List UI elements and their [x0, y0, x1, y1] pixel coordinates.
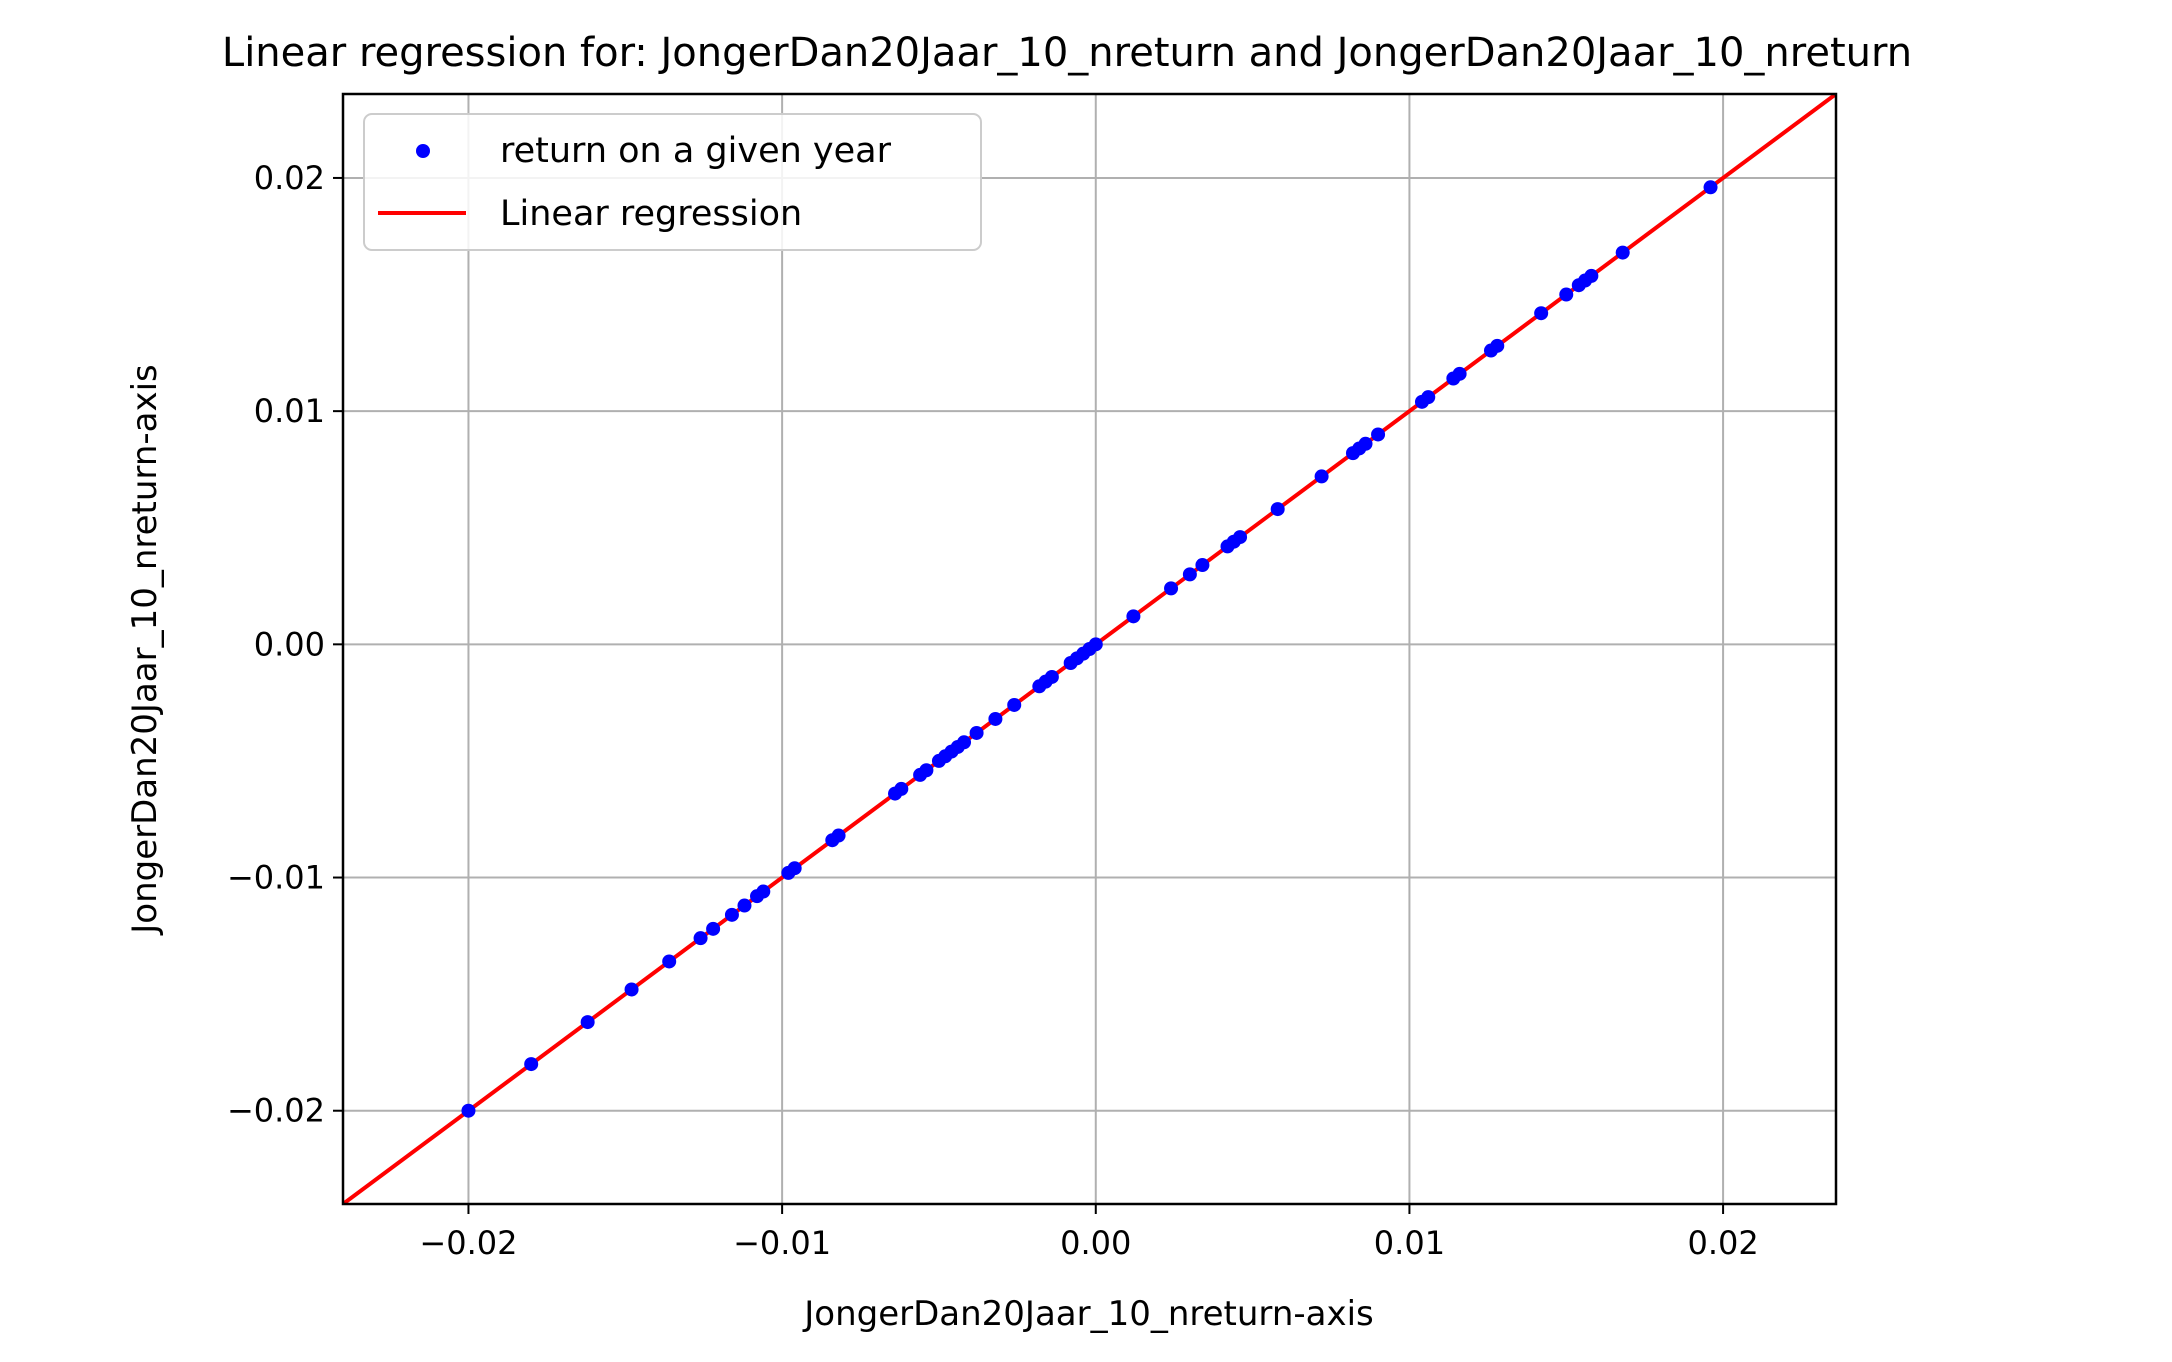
scatter-point: [1358, 436, 1373, 451]
x-tick-label: −0.01: [733, 1224, 831, 1262]
scatter-point: [1584, 268, 1599, 283]
scatter-point: [1371, 427, 1386, 442]
scatter-point: [1270, 502, 1285, 517]
x-axis-ticks: −0.02 −0.01 0.00 0.01 0.02: [419, 1204, 1759, 1262]
scatter-point: [580, 1015, 595, 1030]
y-tick-label: 0.02: [254, 159, 325, 197]
scatter-point: [706, 921, 721, 936]
x-tick-label: 0.00: [1060, 1224, 1131, 1262]
scatter-point: [787, 861, 802, 876]
scatter-point: [988, 711, 1003, 726]
scatter-point: [1044, 669, 1059, 684]
scatter-point: [1126, 609, 1141, 624]
scatter-point: [1452, 366, 1467, 381]
scatter-point: [1088, 637, 1103, 652]
scatter-point: [1195, 558, 1210, 573]
scatter-point: [693, 931, 708, 946]
scatter-point: [624, 982, 639, 997]
scatter-point: [461, 1103, 476, 1118]
plot-frame: [341, 92, 1838, 1206]
scatter-point: [1182, 567, 1197, 582]
y-tick-label: −0.02: [227, 1092, 325, 1130]
scatter-point: [1164, 581, 1179, 596]
scatter-point: [1703, 180, 1718, 195]
legend: return on a given year Linear regression: [363, 113, 982, 251]
legend-label-regression: Linear regression: [500, 194, 802, 234]
scatter-point: [1421, 390, 1436, 405]
scatter-point: [662, 954, 677, 969]
scatter-point: [1233, 530, 1248, 545]
y-tick-label: 0.01: [254, 392, 325, 430]
chart-title: Linear regression for: JongerDan20Jaar_1…: [222, 30, 1912, 76]
scatter-point: [1314, 469, 1329, 484]
y-tick-label: −0.01: [227, 859, 325, 897]
x-tick-label: 0.02: [1687, 1224, 1758, 1262]
plot-marks: [343, 94, 1836, 1204]
x-axis-label: JongerDan20Jaar_10_nreturn-axis: [802, 1294, 1374, 1334]
y-axis-label: JongerDan20Jaar_10_nreturn-axis: [125, 364, 165, 936]
scatter-point: [1615, 245, 1630, 260]
scatter-point: [1559, 287, 1574, 302]
scatter-points: [461, 180, 1718, 1118]
scatter-point: [831, 828, 846, 843]
x-tick-label: −0.02: [419, 1224, 517, 1262]
scatter-point: [957, 735, 972, 750]
scatter-point: [919, 763, 934, 778]
y-tick-label: 0.00: [254, 625, 325, 663]
scatter-point: [1534, 306, 1549, 321]
scatter-point: [756, 884, 771, 899]
scatter-point: [724, 907, 739, 922]
scatter-point: [969, 725, 984, 740]
scatter-point: [737, 898, 752, 913]
scatter-point: [894, 781, 909, 796]
x-tick-label: 0.01: [1374, 1224, 1445, 1262]
y-axis-ticks: −0.02 −0.01 0.00 0.01 0.02: [227, 159, 343, 1130]
legend-label-scatter: return on a given year: [500, 131, 892, 171]
scatter-point: [1490, 338, 1505, 353]
legend-marker-scatter: [416, 144, 430, 158]
legend-box: [363, 113, 982, 251]
scatter-point: [524, 1057, 539, 1072]
scatter-point: [1007, 697, 1022, 712]
